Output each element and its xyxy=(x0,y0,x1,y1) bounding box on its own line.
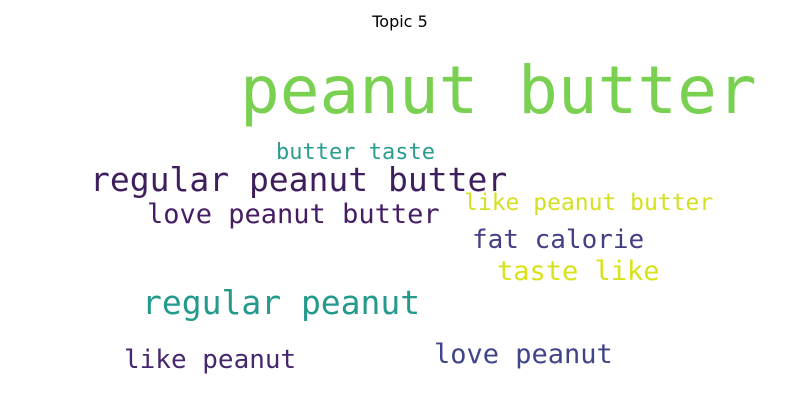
word-like-peanut: like peanut xyxy=(124,345,297,375)
word-butter-taste: butter taste xyxy=(276,140,435,165)
word-taste-like: taste like xyxy=(497,256,660,287)
word-regular-peanut-butter: regular peanut butter xyxy=(90,160,508,199)
word-peanut-butter: peanut butter xyxy=(240,52,757,129)
word-love-peanut: love peanut xyxy=(434,339,613,370)
word-regular-peanut: regular peanut xyxy=(142,283,421,322)
word-love-peanut-butter: love peanut butter xyxy=(147,199,440,230)
chart-title: Topic 5 xyxy=(372,12,428,31)
word-like-peanut-butter: like peanut butter xyxy=(464,190,714,216)
word-fat-calorie: fat calorie xyxy=(472,225,645,255)
